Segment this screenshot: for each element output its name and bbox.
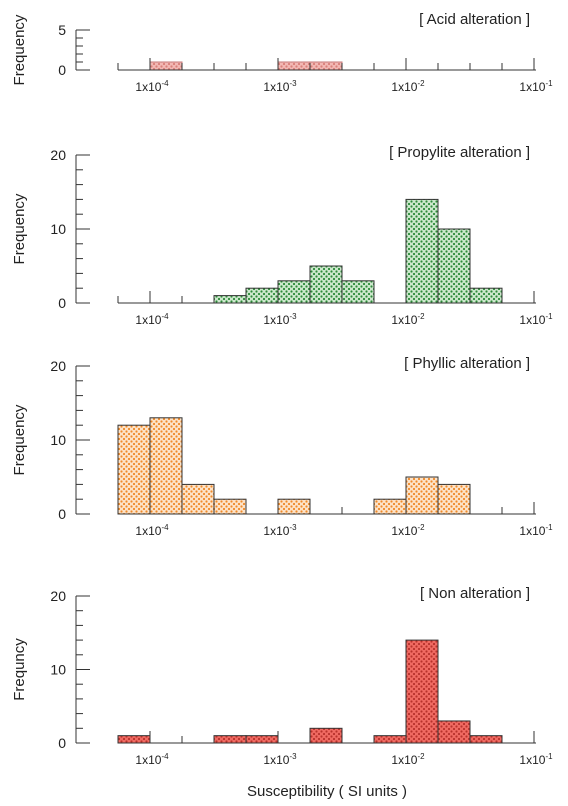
x-tick-label: 1x10-1 <box>519 312 553 327</box>
y-tick-label: 10 <box>50 221 66 237</box>
histogram-bar <box>406 640 438 743</box>
histogram-bar <box>150 418 182 514</box>
histogram-bar <box>310 62 342 70</box>
histogram-bar <box>310 266 342 303</box>
y-tick-label: 0 <box>58 62 66 78</box>
x-tick-label: 1x10-3 <box>263 523 297 538</box>
histogram-bar <box>246 288 278 303</box>
y-axis-label: Frequncy <box>11 638 28 701</box>
y-axis-label: Frequency <box>11 404 28 475</box>
histogram-bar <box>278 499 310 514</box>
x-tick-label: 1x10-1 <box>519 752 553 767</box>
histogram-bar <box>374 736 406 743</box>
histogram-bar <box>438 484 470 514</box>
histogram-bar <box>278 62 310 70</box>
histogram-bar <box>246 736 278 743</box>
panel-2: 1x10-4 1x10-3 1x10-2 1x10-1 0 10 20 Frequency [ … <box>11 144 553 327</box>
panel-3: 1x10-4 1x10-3 1x10-2 1x10-1 0 10 20 Frequency [ … <box>11 355 553 538</box>
histogram-bar <box>438 721 470 743</box>
x-tick-label: 1x10-3 <box>263 312 297 327</box>
x-tick-label: 1x10-3 <box>263 79 297 94</box>
x-tick-label: 1x10-4 <box>135 752 169 767</box>
y-tick-label: 0 <box>58 295 66 311</box>
panel-4: 1x10-4 1x10-3 1x10-2 1x10-1 0 10 20 Frequncy [ N… <box>11 585 553 800</box>
x-axis-label: Susceptibility ( SI units ) <box>247 783 407 800</box>
panel-1: 1x10-4 1x10-3 1x10-2 1x10-1 0 5 Frequency [ Aci… <box>11 11 553 94</box>
y-tick-label: 5 <box>58 22 66 38</box>
histogram-bar <box>438 229 470 303</box>
x-tick-label: 1x10-2 <box>391 312 425 327</box>
histogram-bar <box>182 484 214 514</box>
panel-title: [ Phyllic alteration ] <box>404 355 530 372</box>
histogram-bar <box>214 736 246 743</box>
x-tick-label: 1x10-1 <box>519 523 553 538</box>
x-tick-label: 1x10-2 <box>391 752 425 767</box>
y-tick-label: 10 <box>50 432 66 448</box>
histogram-bar <box>118 425 150 514</box>
histogram-bar <box>310 728 342 743</box>
y-tick-label: 20 <box>50 147 66 163</box>
y-tick-label: 20 <box>50 358 66 374</box>
panel-title: [ Non alteration ] <box>420 585 530 602</box>
histogram-bar <box>374 499 406 514</box>
histogram-bar <box>214 499 246 514</box>
panel-title: [ Propylite alteration ] <box>389 144 530 161</box>
x-tick-label: 1x10-1 <box>519 79 553 94</box>
x-tick-label: 1x10-4 <box>135 523 169 538</box>
y-axis-label: Frequency <box>11 14 28 85</box>
x-tick-label: 1x10-2 <box>391 79 425 94</box>
histogram-bar <box>470 288 502 303</box>
histogram-bar <box>406 477 438 514</box>
histogram-bar <box>278 281 310 303</box>
y-tick-label: 0 <box>58 735 66 751</box>
histogram-bar <box>470 736 502 743</box>
histogram-bar <box>406 199 438 303</box>
histogram-bar <box>214 296 246 303</box>
x-tick-label: 1x10-3 <box>263 752 297 767</box>
histogram-bar <box>342 281 374 303</box>
y-tick-label: 20 <box>50 588 66 604</box>
x-tick-label: 1x10-4 <box>135 79 169 94</box>
x-tick-label: 1x10-4 <box>135 312 169 327</box>
panel-title: [ Acid alteration ] <box>419 11 530 28</box>
y-tick-label: 10 <box>50 662 66 678</box>
histogram-bar <box>150 62 182 70</box>
y-tick-label: 0 <box>58 506 66 522</box>
x-tick-label: 1x10-2 <box>391 523 425 538</box>
histogram-bar <box>118 736 150 743</box>
y-axis-label: Frequency <box>11 193 28 264</box>
